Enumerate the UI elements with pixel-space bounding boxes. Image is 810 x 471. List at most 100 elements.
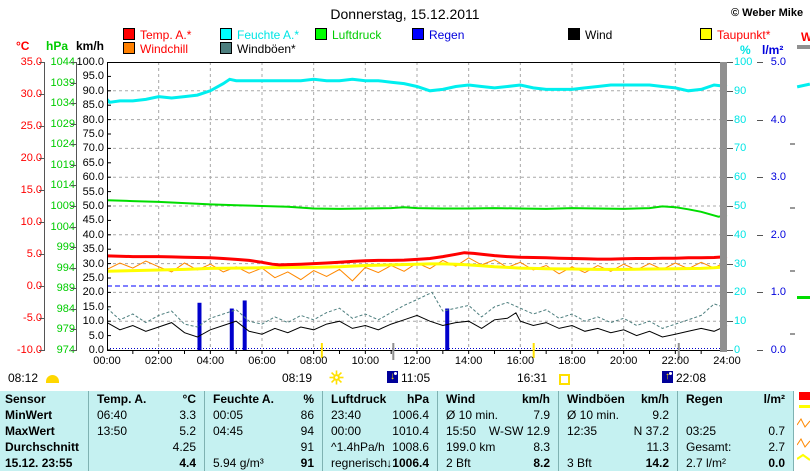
table-cell-right: ↓1006.4 xyxy=(386,456,429,470)
table-column-separator xyxy=(322,391,323,471)
table-cell-right: l/m² xyxy=(763,392,785,406)
axis-tick xyxy=(39,318,44,319)
axis-unit-humidity: % xyxy=(740,43,751,57)
tick-label-humidity: 30 xyxy=(734,257,747,270)
tick-label-wind: 90.0 xyxy=(82,84,104,97)
axis-unit-cutoff: W xyxy=(801,30,810,44)
legend-swatch xyxy=(220,28,232,40)
axis-tick xyxy=(39,350,44,351)
legend-item-temp-a-: Temp. A.* xyxy=(123,28,192,42)
axis-tick xyxy=(39,158,44,159)
tick-label-humidity: 80 xyxy=(734,113,747,126)
tick-label-temp: 30.0 xyxy=(20,88,42,100)
x-tick-label: 20:00 xyxy=(609,355,638,367)
table-cell-left: 06:40 xyxy=(97,408,128,422)
x-tick-label: 22:00 xyxy=(661,355,690,367)
cutoff-tick xyxy=(790,270,795,272)
table-column-separator xyxy=(793,391,794,471)
tick-label-wind: 80.0 xyxy=(82,113,104,126)
axis-tick-rain xyxy=(757,177,763,179)
table-cell-left: regnerisch xyxy=(331,456,388,470)
legend-label: Regen xyxy=(429,28,465,42)
tick-label-wind: 100.0 xyxy=(76,56,104,68)
legend-label: Temp. A.* xyxy=(140,28,192,42)
axis-tick-humidity xyxy=(727,263,733,265)
tick-label-wind: 50.0 xyxy=(82,200,104,212)
tick-label-humidity: 50 xyxy=(734,200,747,212)
axis-tick-humidity xyxy=(727,350,733,351)
axis-tick xyxy=(39,94,44,95)
axis-tick-humidity xyxy=(727,206,733,207)
legend-label: Luftdruck xyxy=(332,28,382,42)
tick-label-wind: 25.0 xyxy=(82,272,104,284)
axis-tick xyxy=(71,185,76,187)
axis-tick xyxy=(71,62,76,63)
rain-bar xyxy=(445,308,450,350)
tick-label-wind: 45.0 xyxy=(82,214,104,227)
table-cell-right: 3.3 xyxy=(179,408,196,422)
axis-tick xyxy=(71,329,76,331)
tick-label-temp: 20.0 xyxy=(20,152,42,164)
series-feuchte-a- xyxy=(107,77,728,104)
table-cell-left: Luftdruck xyxy=(331,392,387,406)
tick-label-pressure: 1009 xyxy=(50,200,75,212)
axis-tick-humidity xyxy=(727,148,733,150)
moon-up-icon: ↑ xyxy=(662,371,673,383)
axis-tick xyxy=(71,206,76,207)
tick-label-pressure: 979 xyxy=(56,323,75,336)
axis-unit-rain: l/m² xyxy=(762,43,784,57)
legend-item-wind: Wind xyxy=(568,28,612,41)
table-cell-left: 12:35 xyxy=(567,424,598,438)
rain-bar xyxy=(242,300,247,350)
axis-unit-temp: °C xyxy=(16,39,30,53)
legend-swatch xyxy=(700,28,712,40)
table-row: Durchschnitt 4.25 91 ^1.4hPa/h 1008.6 199.0 k… xyxy=(0,439,793,455)
table-row-label: MinWert xyxy=(5,408,53,422)
table-cell-left: 23:40 xyxy=(331,408,362,422)
axis-tick xyxy=(39,126,44,127)
table-cell-right: 1006.4 xyxy=(392,408,429,422)
axis-tick xyxy=(71,144,76,146)
legend-item-feuchte-a-: Feuchte A.* xyxy=(220,28,299,41)
legend-swatch xyxy=(220,42,232,54)
tick-label-humidity: 100 xyxy=(734,56,753,68)
tick-label-humidity: 60 xyxy=(734,171,747,184)
axis-tick xyxy=(71,288,76,290)
axis-line-temp xyxy=(44,62,45,351)
axis-tick xyxy=(71,123,76,125)
tick-label-rain: 2.0 xyxy=(770,228,786,241)
tick-label-wind: 20.0 xyxy=(82,286,104,299)
sun-down-time-label: 16:31 xyxy=(517,371,548,385)
axis-tick-rain xyxy=(757,234,763,236)
tick-label-temp: 35.0 xyxy=(20,56,42,68)
table-cell-right: 8.3 xyxy=(533,440,550,454)
tick-label-humidity: 0 xyxy=(734,344,741,356)
tick-label-temp: -10.0 xyxy=(16,344,42,356)
tick-label-temp: 5.0 xyxy=(26,248,42,260)
table-cell-left: 04:45 xyxy=(213,424,244,438)
table-cell-left: Feuchte A. xyxy=(213,392,274,406)
table-cell-right: 14.2 xyxy=(645,456,669,470)
moon-down-time-label: 11:05 xyxy=(401,371,431,385)
table-cell-right: 4.25 xyxy=(172,440,196,454)
chart-canvas xyxy=(107,62,728,360)
tick-label-rain: 4.0 xyxy=(770,113,786,126)
cutoff-marker-orange-squiggle xyxy=(797,418,810,461)
table-column-separator xyxy=(558,391,559,471)
tick-label-wind: 10.0 xyxy=(82,315,104,328)
tick-label-wind: 85.0 xyxy=(82,99,104,112)
legend-label: Windböen* xyxy=(237,42,296,56)
cutoff-marker-red xyxy=(799,392,810,400)
table-cell-left: Regen xyxy=(686,392,723,406)
table-cell-left: 13:50 xyxy=(97,424,128,438)
axis-tick-humidity xyxy=(727,234,733,236)
table-row: MinWert 06:40 3.3 00:05 86 23:40 1006.4 Ø 10 mi… xyxy=(0,407,793,423)
table-cell-right: N 37.2 xyxy=(633,424,669,438)
legend-swatch xyxy=(412,28,424,40)
legend-item-regen: Regen xyxy=(412,28,465,42)
table-cell-right: 7.9 xyxy=(533,408,550,422)
summary-table: Sensor Temp. A. °C Feuchte A.% Luftdruck hPa W… xyxy=(0,391,793,471)
tick-label-rain: 0.0 xyxy=(770,344,786,356)
tick-label-pressure: 1019 xyxy=(50,158,75,171)
table-column-separator xyxy=(677,391,678,471)
